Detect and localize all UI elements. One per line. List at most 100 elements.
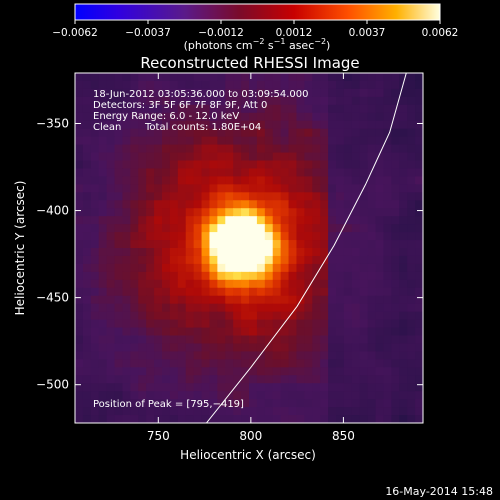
heatmap-cell [336, 415, 345, 423]
heatmap-cell [169, 248, 179, 257]
heatmap-cell [177, 176, 187, 185]
heatmap-cell [122, 112, 131, 122]
heatmap-cell [138, 343, 147, 353]
heatmap-cell [288, 383, 298, 392]
heatmap-cell [375, 168, 385, 178]
heatmap-cell [256, 224, 266, 233]
heatmap-cell [272, 160, 282, 170]
heatmap-cell [312, 335, 321, 345]
heatmap-cell [169, 311, 179, 321]
heatmap-cell [217, 136, 226, 146]
heatmap-cell [272, 367, 282, 376]
heatmap-cell [75, 367, 84, 376]
heatmap-cell [249, 335, 258, 345]
heatmap-cell [391, 232, 400, 241]
heatmap-cell [90, 216, 100, 225]
heatmap-cell [407, 168, 416, 178]
heatmap-cell [407, 335, 416, 345]
heatmap-cell [201, 80, 211, 90]
heatmap-cell [288, 112, 298, 122]
heatmap-cell [320, 144, 329, 154]
heatmap-cell [343, 104, 353, 114]
heatmap-cell [225, 383, 234, 392]
heatmap-cell [201, 224, 211, 233]
heatmap-cell [415, 192, 423, 201]
heatmap-cell [343, 375, 353, 384]
heatmap-cell [75, 232, 84, 241]
heatmap-cell [288, 303, 298, 313]
heatmap-cell [391, 399, 400, 408]
heatmap-cell [375, 240, 385, 249]
heatmap-cell [75, 335, 84, 345]
heatmap-cell [82, 399, 92, 408]
heatmap-cell [280, 319, 290, 329]
heatmap-cell [328, 232, 337, 241]
heatmap-cell [130, 415, 139, 423]
colorbar-tick-label: −0.0037 [125, 27, 171, 39]
heatmap-cell [169, 144, 179, 154]
heatmap-cell [193, 359, 203, 368]
heatmap-cell [154, 399, 163, 408]
heatmap-cell [185, 104, 195, 114]
x-tick-label: 750 [147, 429, 170, 443]
heatmap-cell [217, 327, 226, 337]
heatmap-cell [225, 240, 234, 249]
heatmap-cell [162, 88, 171, 98]
heatmap-cell [367, 279, 377, 289]
heatmap-cell [146, 415, 155, 423]
heatmap-cell [415, 263, 423, 273]
heatmap-cell [154, 88, 163, 98]
heatmap-cell [169, 391, 179, 400]
heatmap-cells [75, 73, 423, 423]
heatmap-cell [320, 407, 329, 416]
heatmap-cell [209, 184, 218, 193]
heatmap-cell [82, 216, 92, 225]
heatmap-cell [185, 383, 195, 392]
heatmap-cell [233, 73, 242, 82]
heatmap-cell [225, 271, 234, 281]
heatmap-cell [209, 216, 218, 225]
heatmap-cell [359, 88, 369, 98]
heatmap-cell [304, 303, 313, 313]
heatmap-cell [90, 176, 100, 185]
heatmap-cell [130, 184, 139, 193]
heatmap-cell [312, 248, 321, 257]
y-axis-ticks: −350−400−450−500 [36, 116, 423, 392]
heatmap-cell [225, 96, 234, 106]
heatmap-cell [162, 96, 171, 106]
heatmap-cell [383, 96, 392, 106]
heatmap-cell [312, 295, 321, 305]
heatmap-cell [75, 279, 84, 289]
heatmap-cell [233, 248, 242, 257]
heatmap-cell [122, 367, 131, 376]
heatmap-cell [296, 287, 305, 297]
heatmap-cell [106, 88, 116, 98]
heatmap-cell [241, 73, 250, 82]
heatmap-cell [106, 208, 116, 217]
heatmap-cell [130, 271, 139, 281]
heatmap-cell [154, 200, 163, 209]
heatmap-cell [304, 327, 313, 337]
heatmap-cell [343, 383, 353, 392]
heatmap-cell [209, 224, 218, 233]
heatmap-cell [351, 415, 361, 423]
heatmap-cell [351, 263, 361, 273]
heatmap-cell [272, 255, 282, 265]
heatmap-cell [272, 287, 282, 297]
heatmap-cell [90, 255, 100, 265]
heatmap-cell [407, 104, 416, 114]
heatmap-cell [272, 200, 282, 209]
heatmap-cell [90, 303, 100, 313]
heatmap-cell [304, 112, 313, 122]
heatmap-cell [154, 303, 163, 313]
heatmap-cell [185, 120, 195, 130]
heatmap-cell [82, 319, 92, 329]
heatmap-cell [351, 319, 361, 329]
heatmap-cell [288, 192, 298, 201]
heatmap-cell [256, 192, 266, 201]
heatmap-cell [351, 176, 361, 185]
heatmap-cell [359, 96, 369, 106]
heatmap-cell [272, 88, 282, 98]
heatmap-cell [391, 359, 400, 368]
heatmap-cell [146, 120, 155, 130]
